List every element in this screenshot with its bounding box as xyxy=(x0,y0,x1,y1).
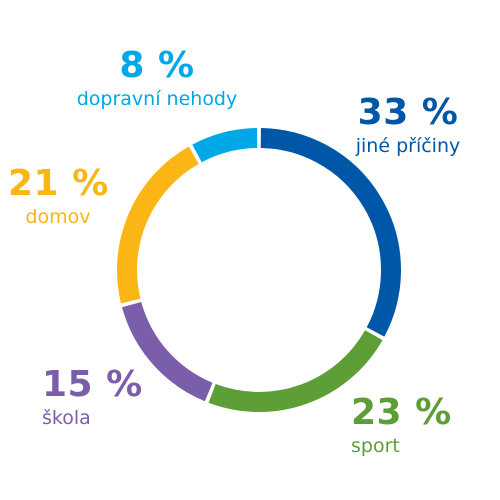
label-skola: 15 % škola xyxy=(42,367,152,428)
label-jine: 33 % jiné příčiny xyxy=(348,95,468,156)
value-label-doprava: 8 % xyxy=(119,45,195,86)
category-label-skola: škola xyxy=(42,407,91,429)
category-label-sport: sport xyxy=(351,435,400,457)
label-sport: 23 % sport xyxy=(351,395,461,456)
category-label-domov: domov xyxy=(25,206,91,228)
category-label-jine: jiné příčiny xyxy=(355,135,461,157)
donut-slice-doprava xyxy=(192,128,258,163)
donut-slice-sport xyxy=(208,330,383,412)
label-doprava: 8 % dopravní nehody xyxy=(42,48,272,109)
value-label-domov: 21 % xyxy=(8,163,109,204)
category-label-doprava: dopravní nehody xyxy=(76,88,238,110)
donut-slice-skola xyxy=(121,301,213,402)
value-label-jine: 33 % xyxy=(357,92,459,133)
value-label-sport: 23 % xyxy=(351,392,452,433)
donut-slice-domov xyxy=(117,146,199,304)
label-domov: 21 % domov xyxy=(8,166,108,227)
value-label-skola: 15 % xyxy=(42,364,143,405)
donut-slice-jine xyxy=(260,128,401,337)
